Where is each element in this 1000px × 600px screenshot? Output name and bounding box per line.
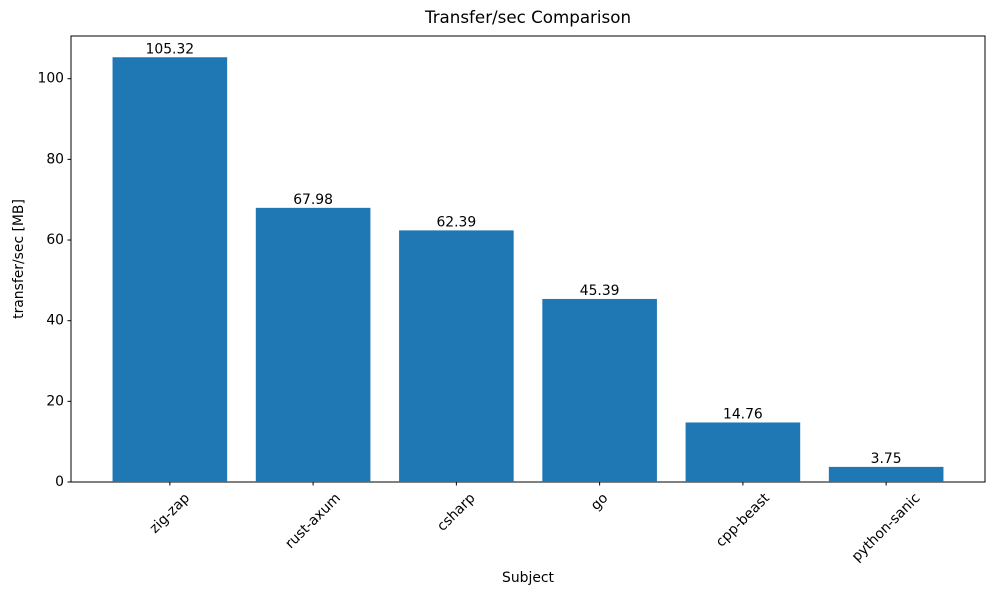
bar-csharp bbox=[399, 230, 514, 482]
x-tick-label: rust-axum bbox=[282, 490, 344, 552]
bar-rust-axum bbox=[255, 207, 371, 483]
y-tick-label: 60 bbox=[46, 232, 64, 248]
bar-value-label: 105.32 bbox=[146, 41, 195, 57]
y-tick-label: 0 bbox=[55, 474, 64, 490]
x-tick-label: csharp bbox=[434, 490, 478, 534]
x-axis-label: Subject bbox=[502, 570, 554, 586]
y-tick-label: 100 bbox=[37, 71, 64, 87]
bar-value-label: 14.76 bbox=[723, 406, 763, 422]
x-axis-ticks-group: zig-zap rust-axum csharp go cpp-beast python-… bbox=[147, 482, 924, 565]
y-axis-label: transfer/sec [MB] bbox=[11, 199, 27, 319]
y-tick-label: 20 bbox=[46, 393, 64, 409]
bar-value-label: 62.39 bbox=[436, 214, 476, 230]
y-tick-label: 80 bbox=[46, 151, 64, 167]
x-tick-label: go bbox=[588, 490, 612, 514]
bar-value-label: 45.39 bbox=[580, 283, 620, 299]
x-tick-label: zig-zap bbox=[147, 490, 194, 537]
plot-frame bbox=[70, 35, 986, 483]
bar-value-label: 3.75 bbox=[871, 451, 902, 467]
y-axis-ticks-group: 0 20 40 60 80 100 bbox=[37, 71, 71, 490]
x-tick-label: python-sanic bbox=[849, 490, 924, 565]
bars-group: 105.32 67.98 62.39 45.39 14.76 3.75 bbox=[112, 41, 944, 483]
x-tick-label: cpp-beast bbox=[713, 490, 773, 550]
bar-value-label: 67.98 bbox=[293, 192, 333, 208]
bar-cpp-beast bbox=[685, 422, 801, 482]
bar-go bbox=[542, 298, 657, 482]
bar-zig-zap bbox=[112, 57, 228, 483]
bar-python-sanic bbox=[828, 466, 944, 482]
chart-title: Transfer/sec Comparison bbox=[424, 7, 631, 27]
y-tick-label: 40 bbox=[46, 313, 64, 329]
